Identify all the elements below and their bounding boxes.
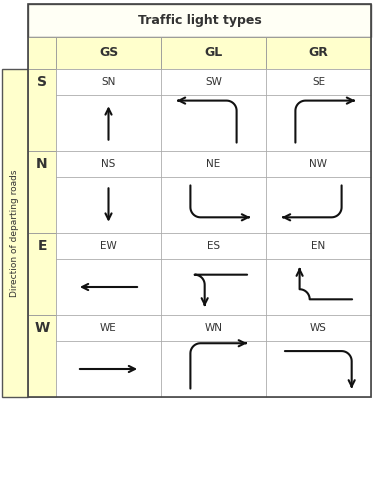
Bar: [56, 37, 161, 69]
Bar: [266, 259, 371, 315]
Bar: [56, 315, 161, 341]
Bar: [28, 4, 371, 397]
Bar: [161, 37, 266, 69]
Bar: [161, 233, 266, 259]
Text: SN: SN: [101, 77, 115, 87]
Text: GR: GR: [309, 46, 328, 59]
Bar: [266, 37, 371, 69]
Bar: [56, 95, 161, 151]
Bar: [266, 69, 371, 95]
Text: Traffic light types: Traffic light types: [138, 14, 261, 27]
Bar: [161, 259, 266, 315]
Bar: [56, 69, 161, 95]
Text: WS: WS: [310, 323, 327, 333]
Bar: [56, 233, 161, 259]
Text: ES: ES: [207, 241, 220, 251]
Bar: [266, 233, 371, 259]
Bar: [28, 4, 371, 37]
Bar: [266, 177, 371, 233]
Text: GS: GS: [99, 46, 118, 59]
Bar: [56, 151, 161, 177]
Text: E: E: [37, 239, 47, 253]
Text: EW: EW: [100, 241, 117, 251]
Bar: [28, 233, 56, 315]
Text: WN: WN: [204, 323, 222, 333]
Text: NE: NE: [206, 159, 220, 169]
Bar: [28, 151, 56, 233]
Bar: [161, 95, 266, 151]
Text: W: W: [34, 321, 50, 335]
Text: GL: GL: [204, 46, 223, 59]
Text: S: S: [37, 75, 47, 89]
Bar: [161, 315, 266, 341]
Bar: [56, 259, 161, 315]
Bar: [266, 95, 371, 151]
Text: WE: WE: [100, 323, 117, 333]
Text: SW: SW: [205, 77, 222, 87]
Bar: [161, 69, 266, 95]
Text: NS: NS: [101, 159, 115, 169]
Text: SE: SE: [312, 77, 325, 87]
Bar: [56, 341, 161, 397]
Bar: [266, 315, 371, 341]
Bar: [161, 177, 266, 233]
Bar: [161, 341, 266, 397]
Text: NW: NW: [309, 159, 327, 169]
Bar: [28, 69, 56, 151]
Bar: [56, 177, 161, 233]
Bar: [28, 315, 56, 397]
Bar: [161, 151, 266, 177]
Text: Direction of departing roads: Direction of departing roads: [10, 169, 20, 297]
Bar: [2, 69, 28, 397]
Bar: [266, 341, 371, 397]
Bar: [266, 151, 371, 177]
Bar: [28, 37, 56, 69]
Text: N: N: [36, 157, 48, 171]
Text: EN: EN: [311, 241, 326, 251]
